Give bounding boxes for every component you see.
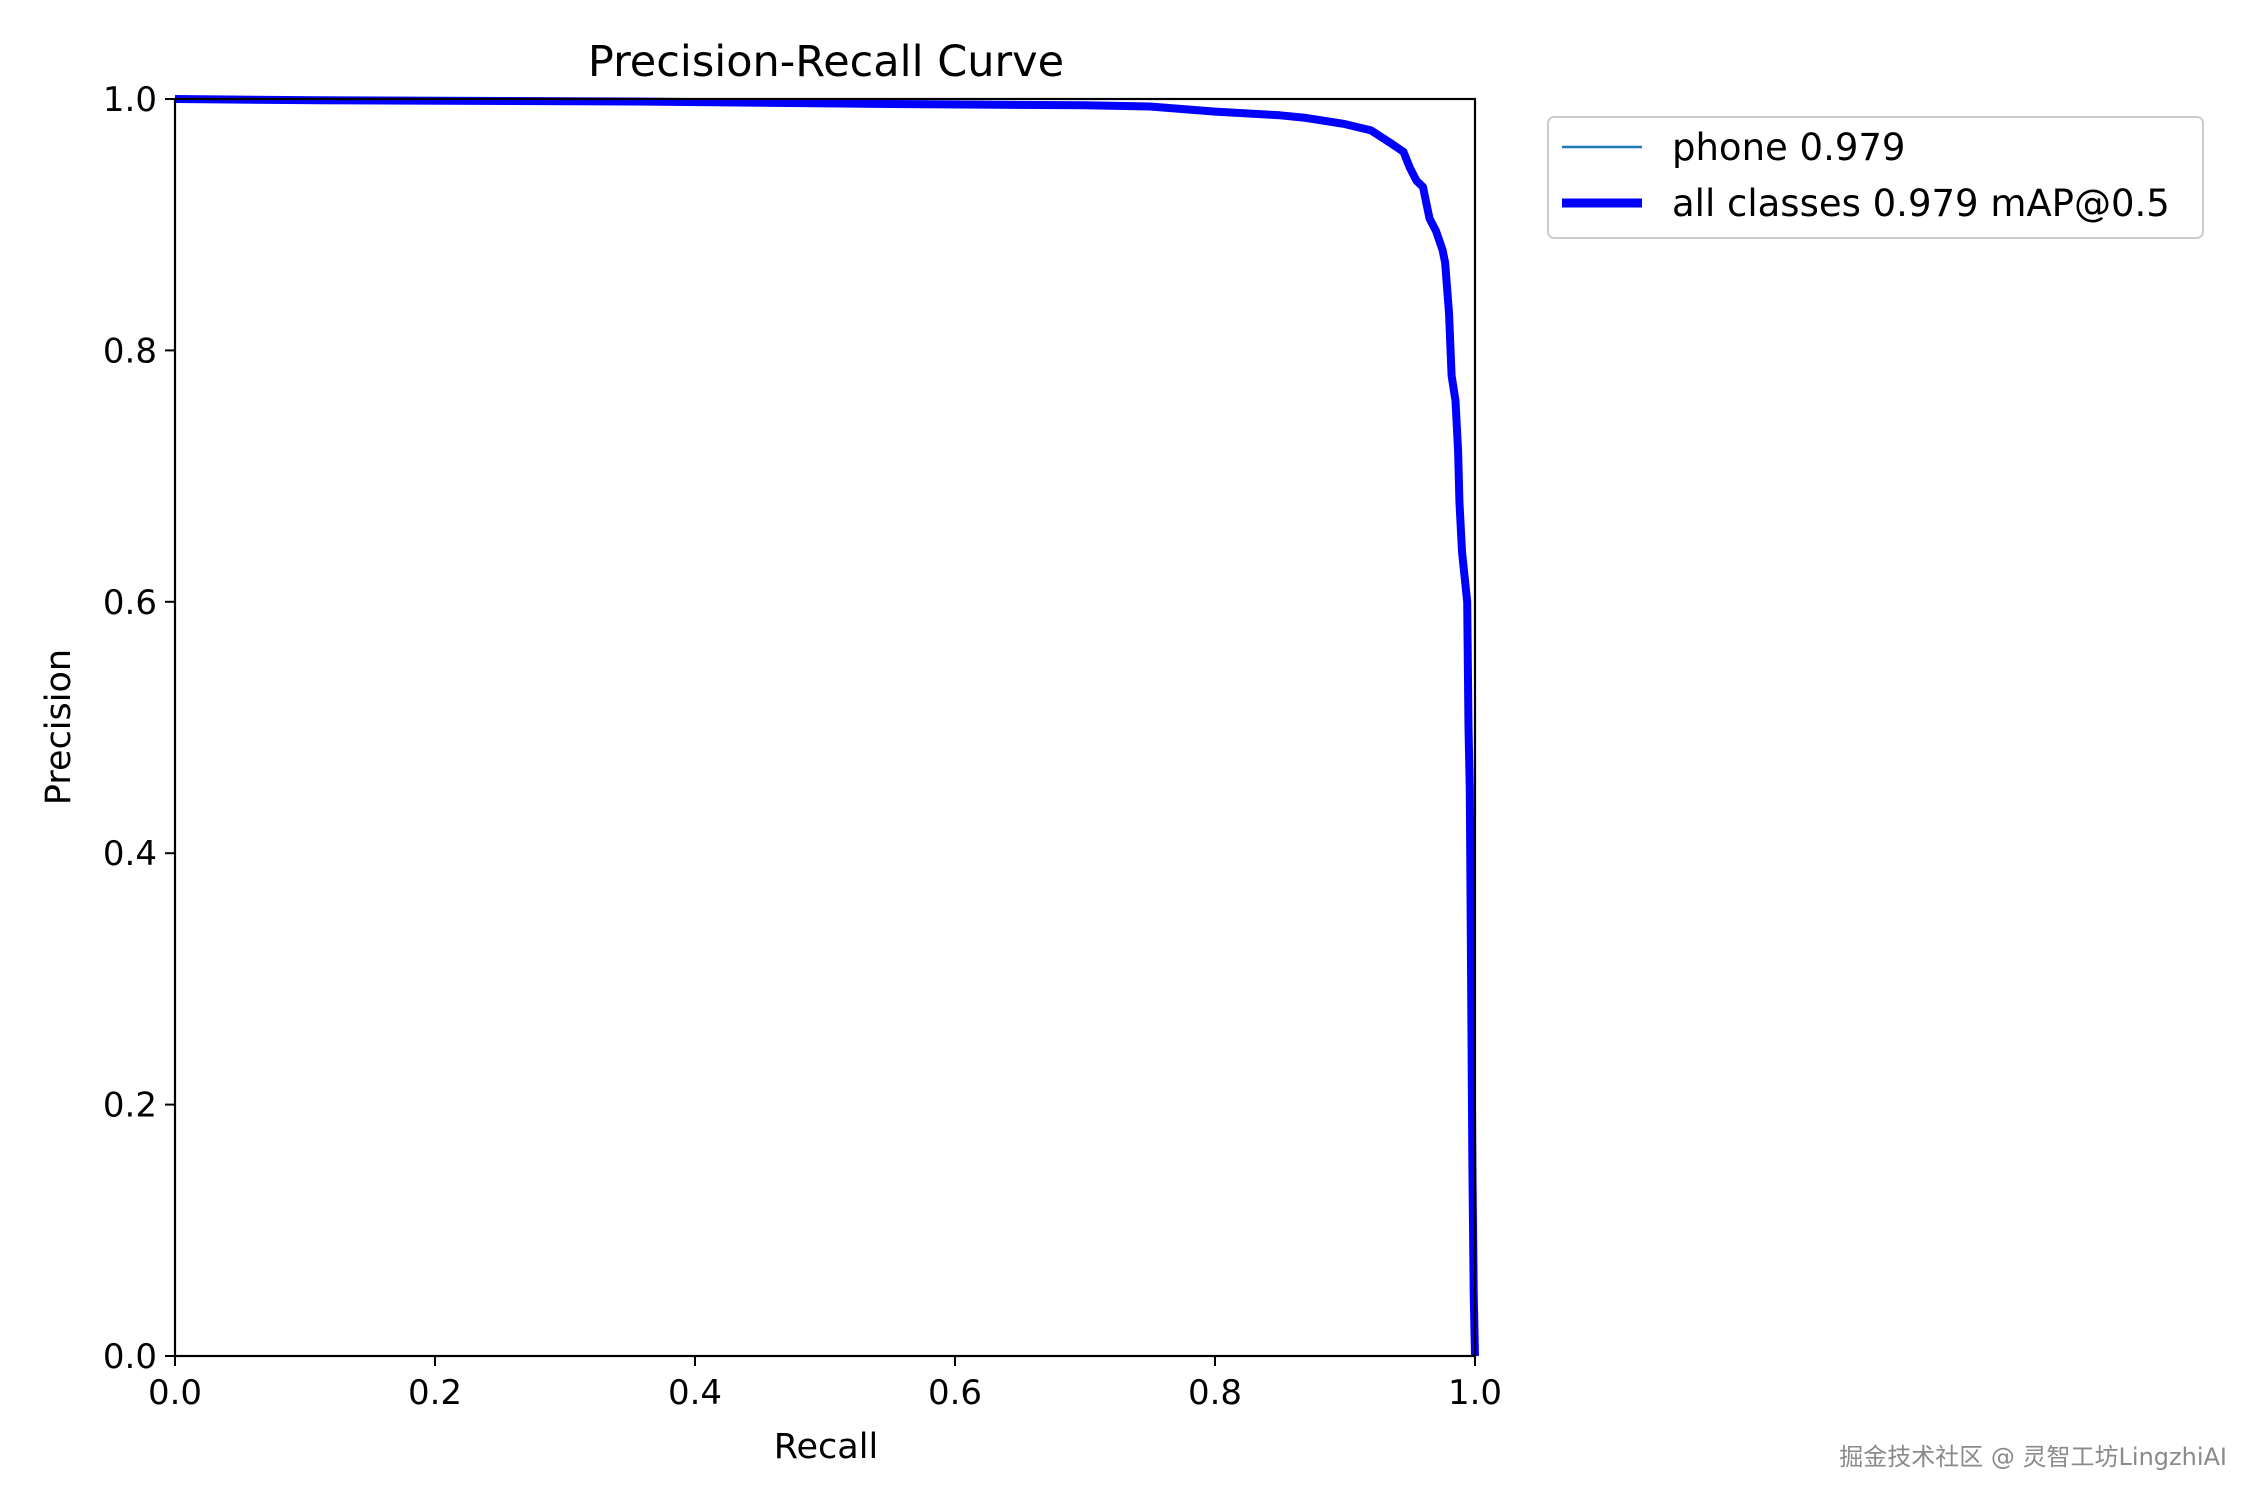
x-axis-title: Recall xyxy=(774,1427,878,1467)
y-tick-label: 0.2 xyxy=(103,1086,157,1126)
series-line-all-classes xyxy=(174,95,1479,1357)
y-axis-ticks: 0.0 0.2 0.4 0.6 0.8 1.0 xyxy=(103,80,175,1377)
watermark-text: 掘金技术社区 @ 灵智工坊LingzhiAI xyxy=(1839,1443,2227,1471)
legend-label-phone: phone 0.979 xyxy=(1672,126,1905,169)
x-tick-label: 0.6 xyxy=(928,1373,982,1413)
axes-frame xyxy=(173,97,1477,1358)
chart-title: Precision-Recall Curve xyxy=(588,37,1064,87)
x-tick-label: 0.8 xyxy=(1188,1373,1242,1413)
legend-box xyxy=(1547,116,2204,239)
y-tick-label: 0.0 xyxy=(103,1337,157,1377)
y-tick-label: 0.6 xyxy=(103,583,157,623)
x-tick-label: 1.0 xyxy=(1448,1373,1502,1413)
y-axis-title: Precision xyxy=(39,649,79,805)
legend-label-all-classes: all classes 0.979 mAP@0.5 xyxy=(1672,182,2170,225)
y-tick-label: 0.4 xyxy=(103,834,157,874)
y-tick-label: 0.8 xyxy=(103,331,157,371)
series-layer xyxy=(174,95,1479,1357)
x-tick-label: 0.2 xyxy=(408,1373,462,1413)
x-tick-label: 0.4 xyxy=(668,1373,722,1413)
x-axis-ticks: 0.0 0.2 0.4 0.6 0.8 1.0 xyxy=(148,1356,1502,1413)
legend: phone 0.979 all classes 0.979 mAP@0.5 xyxy=(1547,116,2204,239)
y-tick-label: 1.0 xyxy=(103,80,157,120)
x-tick-label: 0.0 xyxy=(148,1373,202,1413)
plot-area xyxy=(173,95,1479,1358)
